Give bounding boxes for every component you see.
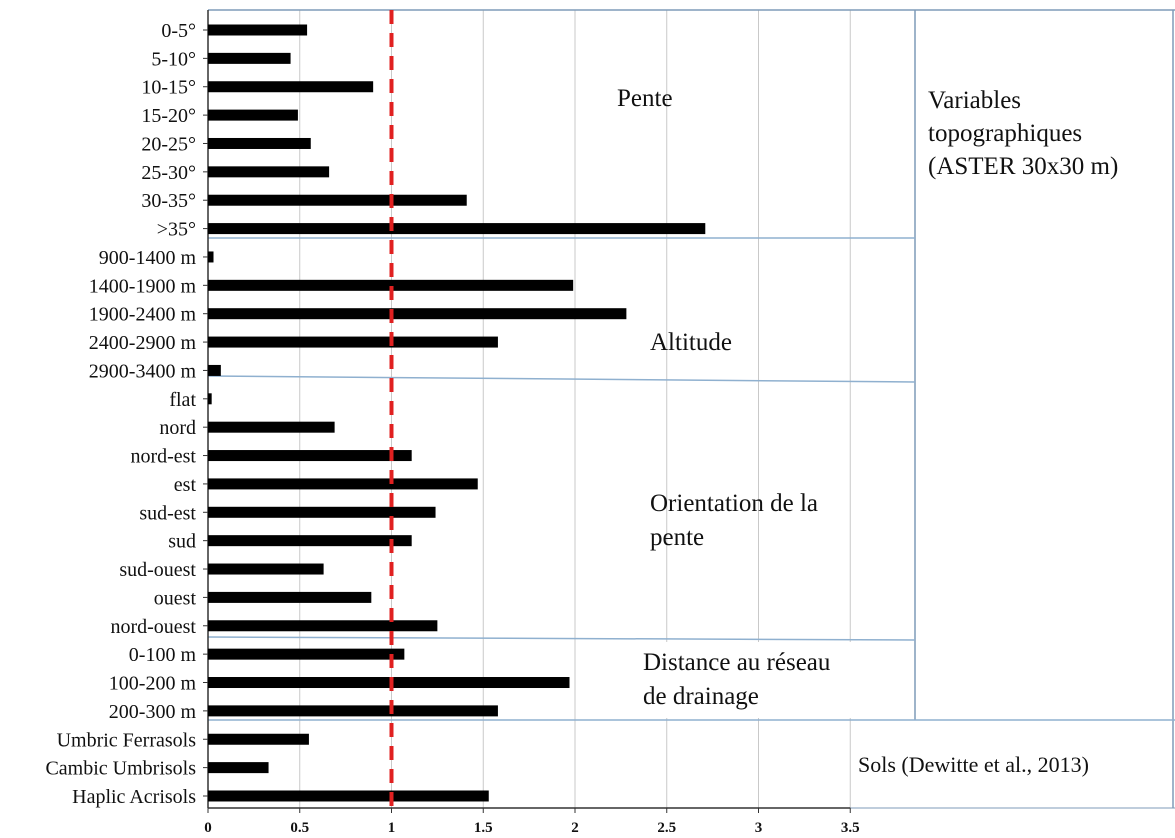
bar: [208, 478, 478, 490]
category-label: 900-1400 m: [99, 247, 197, 269]
category-label: 30-35°: [141, 190, 196, 212]
category-label: Umbric Ferrasols: [57, 729, 197, 751]
bar: [208, 308, 627, 320]
category-label: 0-5°: [161, 20, 196, 42]
category-label: 0-100 m: [129, 644, 197, 666]
category-label: Cambic Umbrisols: [45, 758, 196, 780]
x-tick-label: 2: [571, 820, 579, 836]
bar: [208, 563, 324, 575]
side-label: topographiques: [928, 120, 1082, 147]
bar: [208, 24, 308, 36]
category-label: est: [174, 474, 197, 496]
x-tick-label: 0: [204, 820, 212, 836]
x-tick-label: 1.5: [474, 820, 493, 836]
bar: [208, 535, 412, 547]
category-label: 2900-3400 m: [89, 360, 197, 382]
group-label-background: [632, 642, 902, 718]
category-label: >35°: [157, 219, 196, 241]
group-separator: [207, 636, 916, 641]
x-tick-label: 3.5: [841, 820, 860, 836]
group-label: Distance au réseau: [643, 649, 831, 676]
x-tick-label: 3: [755, 820, 763, 836]
category-label: sud-ouest: [119, 559, 196, 581]
side-label: Variables: [928, 87, 1021, 114]
group-label: pente: [650, 524, 704, 551]
category-label: nord-ouest: [110, 616, 196, 638]
bar: [208, 251, 214, 263]
bar: [208, 81, 374, 93]
bar: [208, 620, 438, 632]
bar: [208, 279, 574, 291]
bar: [208, 393, 212, 405]
x-tick-label: 2.5: [657, 820, 676, 836]
category-label: 25-30°: [141, 162, 196, 184]
group-label: de drainage: [643, 683, 759, 710]
category-label: 2400-2900 m: [89, 332, 197, 354]
category-label: 20-25°: [141, 133, 196, 155]
category-label: 5-10°: [151, 48, 196, 70]
bar: [208, 137, 311, 149]
bar: [208, 790, 489, 802]
category-label: Haplic Acrisols: [72, 786, 196, 808]
bar: [208, 450, 412, 462]
category-label: 15-20°: [141, 105, 196, 127]
bar: [208, 194, 467, 206]
category-label: 200-300 m: [109, 701, 197, 723]
x-tick-label: 0.5: [290, 820, 309, 836]
bar: [208, 733, 309, 745]
category-label: flat: [169, 389, 196, 411]
group-separator: [207, 375, 916, 383]
side-label: (ASTER 30x30 m): [928, 153, 1118, 180]
bar: [208, 591, 372, 603]
bar: [208, 52, 291, 64]
category-label: ouest: [154, 587, 197, 609]
category-label: sud-est: [139, 502, 196, 524]
category-label: 10-15°: [141, 77, 196, 99]
group-label: Sols (Dewitte et al., 2013): [858, 752, 1089, 777]
category-label: sud: [168, 531, 196, 553]
bar: [208, 109, 298, 121]
group-label: Altitude: [650, 329, 732, 356]
group-label: Orientation de la: [650, 490, 818, 517]
category-label: 1900-2400 m: [89, 304, 197, 326]
bar: [208, 506, 436, 518]
bar: [208, 364, 221, 376]
bar: [208, 166, 330, 178]
category-label: 1400-1900 m: [89, 275, 197, 297]
bar: [208, 762, 269, 774]
group-label: Pente: [617, 85, 673, 112]
x-tick-label: 1: [388, 820, 396, 836]
bar: [208, 421, 335, 433]
category-label: 100-200 m: [109, 673, 197, 695]
category-label: nord: [159, 417, 196, 439]
bar: [208, 705, 498, 717]
bar: [208, 223, 706, 235]
bar: [208, 648, 405, 660]
bar: [208, 336, 498, 348]
category-label: nord-est: [130, 446, 196, 468]
bar: [208, 677, 570, 689]
